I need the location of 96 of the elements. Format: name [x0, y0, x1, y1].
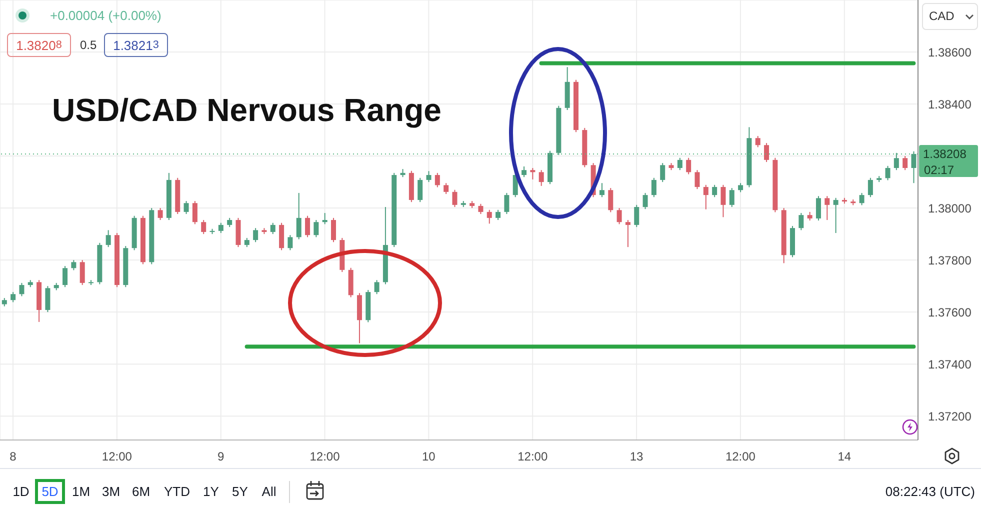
text: 3M	[102, 484, 120, 499]
candlestick	[522, 166, 527, 178]
candlestick	[10, 292, 16, 303]
candlestick	[616, 208, 622, 225]
text: All	[262, 484, 276, 499]
candlestick	[434, 172, 440, 188]
candlestick	[184, 200, 189, 215]
ref-line-label: 1.38208	[923, 146, 967, 161]
text: 1M	[72, 484, 90, 499]
candlestick	[651, 177, 656, 198]
candlestick	[703, 184, 708, 210]
candlestick	[599, 182, 604, 198]
candlestick	[894, 152, 899, 171]
x-tick-label: 12:00	[310, 450, 340, 464]
candlestick	[755, 136, 760, 148]
text: 6M	[132, 484, 150, 499]
y-tick-label: 1.37400	[928, 357, 972, 372]
y-tick-label: 1.37200	[928, 409, 972, 424]
candlestick	[19, 282, 24, 297]
candlestick	[71, 260, 76, 271]
x-tick-label: 10	[422, 450, 436, 464]
candlestick	[244, 237, 250, 248]
candlestick	[192, 200, 198, 225]
candlestick	[296, 192, 302, 240]
candlestick	[902, 156, 908, 171]
candlestick	[331, 217, 336, 243]
candlestick	[686, 157, 692, 175]
text: 1D	[12, 484, 30, 499]
candlestick	[859, 192, 864, 206]
text: YTD	[164, 484, 190, 499]
candlestick	[764, 142, 770, 163]
text: 08:22:43 (UTC)	[885, 484, 975, 499]
y-tick-label: 1.38000	[928, 201, 972, 216]
x-tick-label: 12:00	[725, 450, 756, 464]
candlestick	[496, 209, 501, 220]
annotation: +0.00004 (+0.00%)	[50, 8, 162, 23]
candlestick	[868, 177, 873, 198]
candlestick	[833, 197, 838, 234]
candlestick	[314, 220, 319, 238]
candlestick	[426, 170, 432, 183]
candlestick	[911, 150, 916, 184]
text: 02:17	[924, 163, 954, 178]
candlestick	[504, 192, 510, 215]
candlestick	[374, 280, 380, 295]
candlestick	[885, 165, 890, 181]
candlestick	[279, 222, 284, 251]
candlestick	[677, 157, 682, 171]
candlestick	[530, 167, 536, 180]
candlestick	[798, 212, 804, 231]
x-tick-label: 12:00	[518, 450, 548, 464]
candlestick	[253, 228, 258, 243]
candlestick	[218, 222, 224, 234]
candlestick	[634, 204, 640, 228]
candlestick	[80, 260, 85, 286]
candlestick	[729, 188, 734, 208]
candlestick	[322, 212, 328, 225]
candlestick	[486, 209, 492, 224]
x-tick-label: 9	[217, 450, 224, 464]
candlestick	[227, 217, 232, 228]
candlestick	[305, 215, 310, 238]
candlestick	[62, 266, 68, 288]
candlestick	[288, 234, 293, 251]
candlestick	[45, 286, 50, 313]
candlestick	[660, 162, 666, 183]
candlestick	[738, 182, 744, 193]
text: 5Y	[232, 484, 248, 499]
candlestick	[270, 222, 276, 235]
y-tick-label: 1.38400	[928, 97, 972, 112]
candlestick	[106, 230, 111, 248]
y-tick-label: 1.37800	[928, 253, 972, 268]
candlestick	[158, 208, 163, 220]
annotation: 0.5	[80, 38, 97, 53]
x-tick-label: 13	[630, 450, 644, 464]
candlestick	[642, 192, 648, 210]
candlestick	[712, 184, 718, 198]
text: 5D	[35, 479, 65, 504]
text: USD/CAD Nervous Range	[52, 92, 442, 128]
candlestick	[478, 203, 484, 215]
x-tick-label: 8	[10, 450, 17, 464]
text: 1Y	[203, 484, 219, 499]
candlestick	[418, 177, 423, 203]
candlestick	[816, 196, 821, 222]
candlestick	[694, 170, 700, 190]
x-tick-label: 14	[838, 450, 852, 464]
text: CAD	[922, 3, 978, 30]
x-tick-label: 12:00	[102, 450, 132, 464]
y-tick-label: 1.38600	[928, 45, 972, 60]
candlestick	[608, 188, 614, 213]
candlestick	[824, 196, 830, 220]
candlestick	[720, 184, 726, 218]
candlestick	[452, 189, 458, 208]
candlestick	[538, 170, 544, 186]
candlestick	[625, 220, 630, 248]
candlestick	[201, 220, 206, 235]
y-tick-label: 1.37600	[928, 305, 972, 320]
candlestick	[444, 182, 449, 194]
